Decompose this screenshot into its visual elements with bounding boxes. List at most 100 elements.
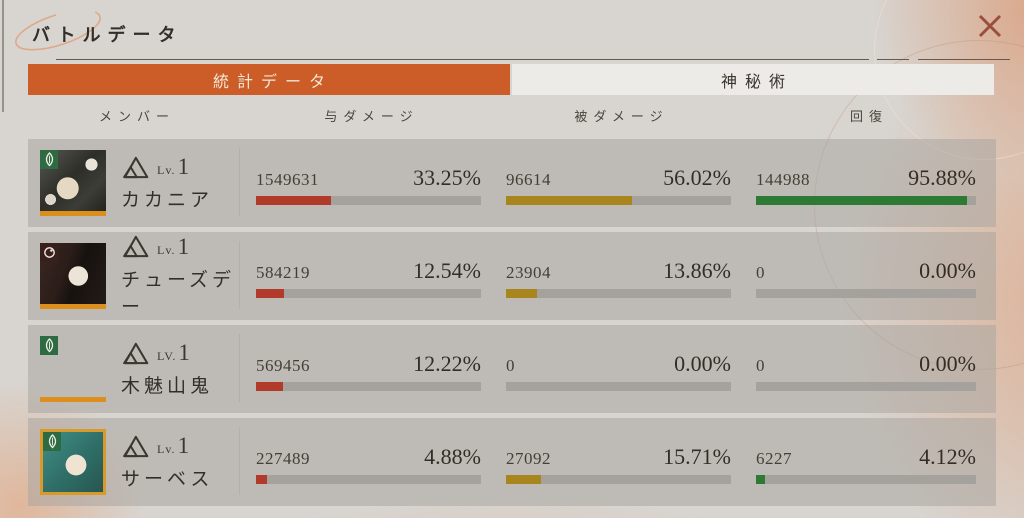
member-cell: Lv.1 チューズデー [28, 232, 240, 320]
tab-statistics[interactable]: 統計データ [28, 64, 510, 95]
stat-value: 27092 [506, 449, 551, 468]
stat-damage-taken: 27092 15.71% [506, 444, 731, 484]
member-cell: Lv.1 サーベス [28, 418, 240, 506]
stat-value: 0 [756, 356, 765, 375]
avatar[interactable] [40, 429, 106, 495]
avatar-frame [40, 211, 106, 216]
tab-bar: 統計データ 神秘術 [28, 64, 994, 95]
insight-icon [121, 341, 149, 366]
member-name: カカニア [121, 190, 214, 211]
close-icon [978, 14, 1002, 38]
stat-value: 144988 [756, 170, 810, 189]
stat-value: 0 [756, 263, 765, 282]
afflatus-badge-icon [40, 243, 58, 262]
column-header-damage-dealt: 与ダメージ [324, 109, 419, 124]
damage-taken-bar [506, 196, 731, 205]
left-edge-line [2, 0, 4, 112]
page-title: バトルデータ [32, 25, 183, 45]
column-header-damage-taken: 被ダメージ [574, 109, 669, 124]
healing-bar [756, 196, 976, 205]
stat-healing: 0 0.00% [756, 258, 976, 298]
stat-value: 6227 [756, 449, 792, 468]
stat-damage-taken: 23904 13.86% [506, 258, 731, 298]
member-info: Lv.1 カカニア [121, 154, 213, 212]
stat-damage-taken: 0 0.00% [506, 351, 731, 391]
member-name: 木魅山鬼 [121, 376, 214, 397]
stat-value: 23904 [506, 263, 551, 282]
stat-damage-dealt: 584219 12.54% [256, 258, 481, 298]
insight-icon [121, 155, 149, 180]
table-row: Lv.1 チューズデー 584219 12.54% 23904 13.86% 0 0.… [28, 232, 996, 320]
stat-value: 227489 [256, 449, 310, 468]
afflatus-badge-icon [40, 336, 58, 355]
stat-healing: 144988 95.88% [756, 165, 976, 205]
avatar-frame [40, 397, 106, 402]
stat-percent: 13.86% [663, 258, 731, 283]
stat-damage-dealt: 227489 4.88% [256, 444, 481, 484]
stat-percent: 56.02% [663, 165, 731, 190]
level-label: Lv.1 [157, 154, 190, 179]
damage-taken-bar [506, 289, 731, 298]
member-info: Lv.1 チューズデー [121, 234, 240, 319]
stat-percent: 4.12% [919, 444, 976, 469]
member-name: サーベス [121, 469, 214, 490]
stat-damage-taken: 96614 56.02% [506, 165, 731, 205]
stat-damage-dealt: 569456 12.22% [256, 351, 481, 391]
afflatus-badge-icon [43, 432, 61, 451]
table-row: Lv.1 カカニア 1549631 33.25% 96614 56.02% 1449… [28, 139, 996, 227]
member-info: LV.1 木魅山鬼 [121, 340, 213, 398]
damage-taken-bar [506, 475, 731, 484]
column-headers: メンバー 与ダメージ 被ダメージ 回復 [28, 106, 996, 125]
level-label: Lv.1 [157, 233, 190, 259]
table-row: LV.1 木魅山鬼 569456 12.22% 0 0.00% 0 0.00% [28, 325, 996, 413]
damage-dealt-bar [256, 382, 481, 391]
stat-percent: 0.00% [919, 351, 976, 376]
healing-bar [756, 289, 976, 298]
damage-taken-bar [506, 382, 731, 391]
stat-value: 1549631 [256, 170, 319, 189]
avatar[interactable] [40, 336, 106, 402]
healing-bar [756, 382, 976, 391]
stat-value: 569456 [256, 356, 310, 375]
damage-dealt-bar [256, 196, 481, 205]
stat-percent: 12.54% [413, 258, 481, 283]
cell-divider [239, 427, 240, 495]
member-cell: LV.1 木魅山鬼 [28, 325, 240, 413]
stat-percent: 15.71% [663, 444, 731, 469]
stat-percent: 4.88% [424, 444, 481, 469]
table-row: Lv.1 サーベス 227489 4.88% 27092 15.71% 6227 4.… [28, 418, 996, 506]
title-divider [56, 59, 1010, 60]
tab-arcane-skills[interactable]: 神秘術 [512, 64, 994, 95]
damage-dealt-bar [256, 475, 481, 484]
healing-bar [756, 475, 976, 484]
stat-damage-dealt: 1549631 33.25% [256, 165, 481, 205]
stat-value: 96614 [506, 170, 551, 189]
avatar-frame [40, 304, 106, 309]
insight-icon [121, 234, 149, 259]
stat-value: 0 [506, 356, 515, 375]
stat-healing: 6227 4.12% [756, 444, 976, 484]
member-info: Lv.1 サーベス [121, 433, 213, 491]
avatar[interactable] [40, 150, 106, 216]
stat-percent: 12.22% [413, 351, 481, 376]
column-header-healing: 回復 [849, 109, 888, 124]
stat-percent: 33.25% [413, 165, 481, 190]
member-cell: Lv.1 カカニア [28, 139, 240, 227]
cell-divider [239, 334, 240, 402]
level-label: LV.1 [157, 340, 190, 365]
stat-percent: 95.88% [908, 165, 976, 190]
damage-dealt-bar [256, 289, 481, 298]
stat-value: 584219 [256, 263, 310, 282]
afflatus-badge-icon [40, 150, 58, 169]
avatar[interactable] [40, 243, 106, 309]
member-name: チューズデー [121, 269, 236, 318]
stat-healing: 0 0.00% [756, 351, 976, 391]
member-stats-table: Lv.1 カカニア 1549631 33.25% 96614 56.02% 1449… [28, 139, 996, 511]
column-header-member: メンバー [98, 109, 175, 124]
cell-divider [239, 148, 240, 216]
insight-icon [121, 434, 149, 459]
stat-percent: 0.00% [919, 258, 976, 283]
close-button[interactable] [972, 8, 1008, 44]
stat-percent: 0.00% [674, 351, 731, 376]
cell-divider [239, 241, 240, 309]
